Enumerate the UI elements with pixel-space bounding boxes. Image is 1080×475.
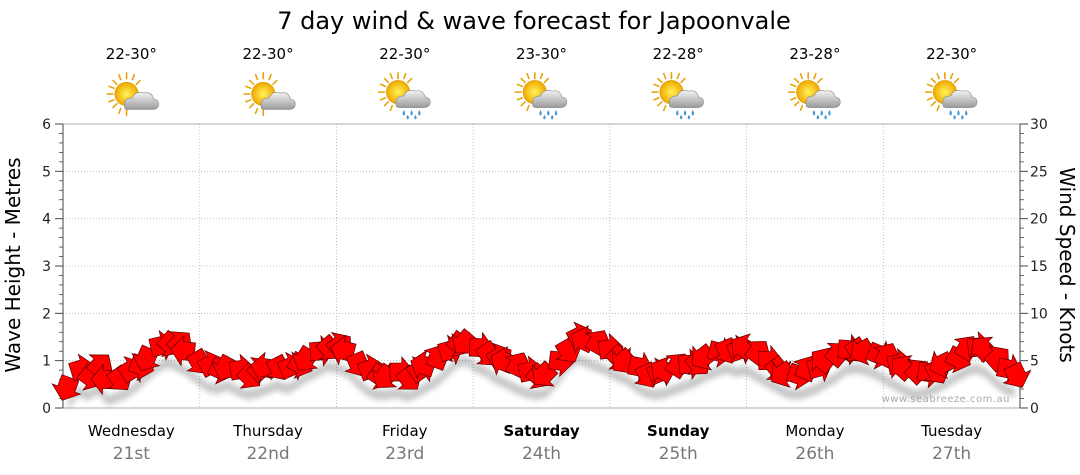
right-tick-label: 30 [1030, 117, 1048, 133]
wind-arrow-point [51, 374, 82, 401]
day-temp-range: 23-30° [516, 45, 567, 63]
sun-cloud-rain-icon [377, 71, 431, 121]
day-temp-range: 22-30° [379, 45, 430, 63]
day-date-label: 24th [522, 444, 561, 464]
watermark: www.seabreeze.com.au [882, 394, 1010, 405]
wind-arrow-point [1002, 361, 1032, 388]
left-tick-label: 5 [42, 164, 51, 180]
sun-cloud-icon [106, 71, 160, 117]
right-axis-title: Wind Speed - Knots [1055, 167, 1079, 363]
day-temp-range: 23-28° [789, 45, 840, 63]
left-tick-label: 1 [42, 354, 51, 370]
day-name-label: Friday [382, 422, 428, 440]
day-date-label: 21st [113, 444, 150, 464]
right-tick-label: 5 [1030, 354, 1039, 370]
left-tick-label: 6 [42, 117, 51, 133]
x-axis-day-labels: Wednesday 21st Thursday 22nd Friday 23rd Satur… [88, 422, 982, 464]
day-temp-range: 22-30° [243, 45, 294, 63]
day-name-label: Tuesday [920, 422, 982, 440]
sun-cloud-rain-icon [924, 71, 978, 121]
left-tick-label: 2 [42, 306, 51, 322]
sun-cloud-icon [243, 71, 297, 117]
left-tick-label: 0 [42, 401, 51, 417]
day-temp-range: 22-30° [106, 45, 157, 63]
right-tick-label: 20 [1030, 212, 1048, 228]
right-tick-label: 10 [1030, 306, 1048, 322]
right-y-axis: 0 5 10 15 20 25 30 [1019, 117, 1048, 417]
wind-arrow-point [850, 337, 877, 366]
day-weather-headers: 22-30° 22-30° 22-30° 23-30° 22-28° 23-28° 22-3… [106, 45, 978, 121]
day-name-label: Saturday [503, 422, 580, 440]
sun-cloud-rain-icon [651, 71, 705, 121]
day-temp-range: 22-30° [926, 45, 977, 63]
left-axis-title: Wave Height - Metres [1, 157, 25, 372]
day-name-label: Thursday [232, 422, 303, 440]
left-tick-label: 3 [42, 259, 51, 275]
day-date-label: 26th [795, 444, 834, 464]
day-name-label: Wednesday [88, 422, 175, 440]
day-date-label: 27th [932, 444, 971, 464]
wind-arrows-shadow [68, 353, 1015, 411]
right-tick-label: 25 [1030, 164, 1048, 180]
day-date-label: 25th [659, 444, 698, 464]
left-tick-label: 4 [42, 212, 51, 228]
right-tick-label: 0 [1030, 401, 1039, 417]
day-name-label: Sunday [647, 422, 710, 440]
chart-title: 7 day wind & wave forecast for Japoonval… [277, 7, 791, 35]
sun-cloud-rain-icon [514, 71, 568, 121]
day-name-label: Monday [785, 422, 844, 440]
day-date-label: 23rd [385, 444, 424, 464]
sun-cloud-rain-icon [787, 71, 842, 121]
wind-arrows-series [51, 321, 1032, 411]
day-temp-range: 22-28° [653, 45, 704, 63]
right-tick-label: 15 [1030, 259, 1048, 275]
day-date-label: 22nd [246, 444, 289, 464]
grid [62, 123, 1021, 409]
left-y-axis: 0 1 2 3 4 5 6 [42, 117, 64, 417]
